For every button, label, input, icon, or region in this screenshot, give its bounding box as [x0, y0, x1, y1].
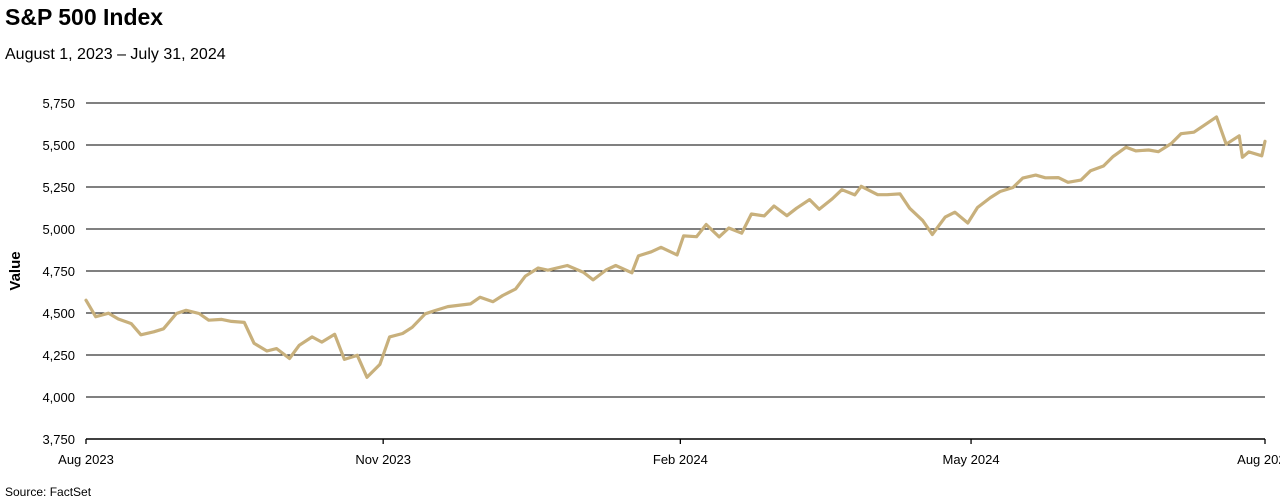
x-axis: Aug 2023 Nov 2023 Feb 2024 May 2024 Aug 2024: [58, 438, 1280, 467]
y-axis-label: Value: [7, 251, 24, 290]
series-group: [84, 115, 1267, 379]
y-tick-label: 4,500: [42, 306, 75, 321]
y-tick-label: 5,000: [42, 222, 75, 237]
y-tick-label: 4,250: [42, 348, 75, 363]
y-axis-ticks: 3,750 4,000 4,250 4,500 4,750 5,000 5,250 5,500…: [42, 96, 75, 447]
y-tick-label: 3,750: [42, 432, 75, 447]
x-tick-label: Aug 2024: [1237, 452, 1280, 467]
y-tick-label: 5,750: [42, 96, 75, 111]
x-tick-label: Aug 2023: [58, 452, 114, 467]
source-note: Source: FactSet: [5, 485, 92, 499]
chart-subtitle: August 1, 2023 – July 31, 2024: [5, 46, 226, 63]
y-tick-label: 5,500: [42, 138, 75, 153]
x-tick-label: Nov 2023: [355, 452, 411, 467]
y-tick-label: 5,250: [42, 180, 75, 195]
chart-title: S&P 500 Index: [5, 4, 164, 30]
grid-lines: [86, 102, 1265, 398]
x-tick-label: Feb 2024: [653, 452, 708, 467]
y-tick-label: 4,000: [42, 390, 75, 405]
x-tick-label: May 2024: [943, 452, 1000, 467]
sp500-series-line: [84, 115, 1267, 379]
y-tick-label: 4,750: [42, 264, 75, 279]
